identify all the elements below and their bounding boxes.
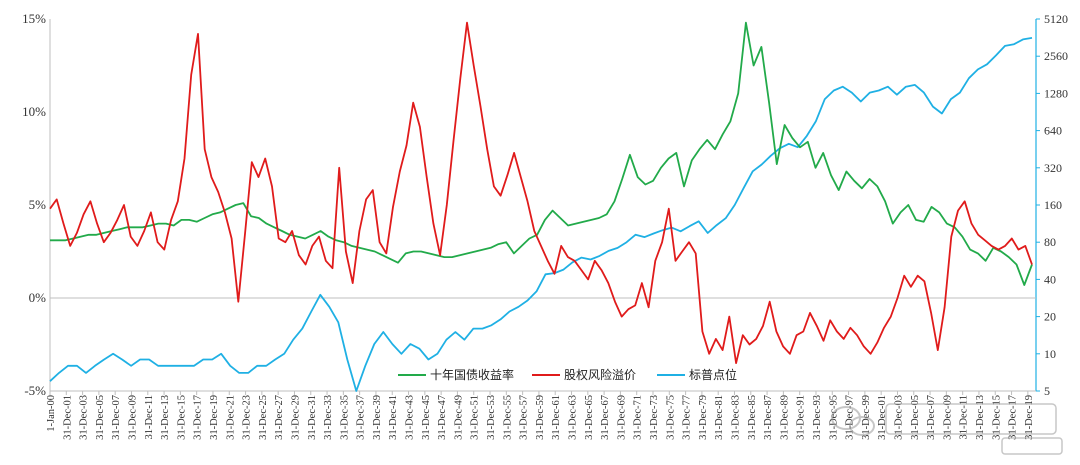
x-tick-label: 31-Dec-67 [600, 395, 611, 440]
x-tick-label: 31-Dec-39 [372, 395, 383, 440]
x-tick-label: 1-Jan-00 [46, 395, 57, 432]
x-tick-label: 31-Dec-05 [95, 395, 106, 440]
right-tick-label: 640 [1044, 124, 1062, 138]
right-tick-label: 160 [1044, 198, 1062, 212]
right-tick-label: 20 [1044, 310, 1056, 324]
right-tick-label: 80 [1044, 235, 1056, 249]
x-tick-label: 31-Dec-15 [991, 395, 1002, 440]
x-tick-label: 31-Dec-91 [796, 395, 807, 440]
x-tick-label: 31-Dec-77 [682, 395, 693, 440]
x-tick-label: 31-Dec-53 [486, 395, 497, 440]
left-tick-label: 10% [22, 104, 46, 119]
x-tick-label: 31-Dec-11 [959, 395, 970, 440]
x-tick-label: 31-Dec-07 [926, 395, 937, 440]
x-tick-label: 31-Dec-17 [193, 395, 204, 440]
legend-label-1: 股权风险溢价 [564, 367, 636, 382]
x-tick-label: 31-Dec-51 [470, 395, 481, 440]
x-tick-label: 31-Dec-73 [649, 395, 660, 440]
legend: 十年国债收益率 股权风险溢价 标普点位 [398, 367, 737, 382]
x-tick-label: 31-Dec-23 [242, 395, 253, 440]
x-tick-label: 31-Dec-09 [942, 395, 953, 440]
x-tick-label: 31-Dec-35 [339, 395, 350, 440]
series-layer [49, 21, 1033, 392]
right-tick-label: 320 [1044, 161, 1062, 175]
x-tick-label: 31-Dec-47 [437, 395, 448, 440]
x-tick-label: 31-Dec-75 [665, 395, 676, 440]
x-tick-label: 31-Dec-41 [388, 395, 399, 440]
x-tick-label: 31-Dec-37 [356, 395, 367, 440]
series-line-0 [50, 21, 1033, 286]
right-tick-label: 5120 [1044, 12, 1068, 26]
x-axis: 1-Jan-00 31-Dec-01 31-Dec-03 31-Dec-05 31-De… [46, 297, 1036, 440]
right-tick-label: 1280 [1044, 86, 1068, 100]
x-tick-label: 31-Dec-63 [568, 395, 579, 440]
x-tick-label: 31-Dec-21 [225, 395, 236, 440]
x-tick-label: 31-Dec-19 [209, 395, 220, 440]
x-tick-label: 31-Dec-09 [127, 395, 138, 440]
x-tick-label: 31-Dec-99 [861, 395, 872, 440]
left-tick-label: 5% [29, 197, 47, 212]
left-y-axis: -5% 0% 5% 10% 15% [22, 11, 51, 398]
x-tick-label: 31-Dec-97 [845, 395, 856, 440]
x-tick-label: 31-Dec-07 [111, 395, 122, 440]
right-tick-label: 2560 [1044, 49, 1068, 63]
x-tick-label: 31-Dec-13 [975, 395, 986, 440]
series-line-1 [49, 21, 1033, 364]
x-tick-label: 31-Dec-01 [62, 395, 73, 440]
x-tick-label: 31-Dec-17 [1008, 395, 1019, 440]
x-tick-label: 31-Dec-81 [714, 395, 725, 440]
x-tick-label: 31-Dec-49 [453, 395, 464, 440]
x-tick-label: 31-Dec-01 [877, 395, 888, 440]
right-tick-label: 40 [1044, 272, 1056, 286]
x-tick-label: 31-Dec-71 [633, 395, 644, 440]
left-tick-label: 0% [29, 290, 47, 305]
x-tick-label: 31-Dec-87 [763, 395, 774, 440]
right-y-axis: 5 10 20 40 80 160 320 640 1280 2560 5120 [1035, 12, 1068, 398]
x-tick-label: 31-Dec-55 [502, 395, 513, 440]
x-tick-label: 31-Dec-89 [779, 395, 790, 440]
series-line-2 [49, 37, 1033, 392]
x-tick-label: 31-Dec-15 [176, 395, 187, 440]
x-tick-label: 31-Dec-85 [747, 395, 758, 440]
x-tick-label: 31-Dec-31 [307, 395, 318, 440]
x-tick-label: 31-Dec-45 [421, 395, 432, 440]
x-tick-label: 31-Dec-83 [730, 395, 741, 440]
right-tick-label: 5 [1044, 384, 1050, 398]
x-tick-label: 31-Dec-59 [535, 395, 546, 440]
x-tick-label: 31-Dec-33 [323, 395, 334, 440]
x-tick-label: 31-Dec-19 [1024, 395, 1035, 440]
x-tick-label: 31-Dec-11 [144, 395, 155, 440]
x-tick-label: 31-Dec-27 [274, 395, 285, 440]
x-tick-label: 31-Dec-29 [290, 395, 301, 440]
x-tick-label: 31-Dec-61 [551, 395, 562, 440]
x-tick-label: 31-Dec-95 [828, 395, 839, 440]
x-tick-label: 31-Dec-93 [812, 395, 823, 440]
x-tick-label: 31-Dec-03 [79, 395, 90, 440]
x-tick-label: 31-Dec-79 [698, 395, 709, 440]
x-tick-label: 31-Dec-03 [893, 395, 904, 440]
x-tick-label: 31-Dec-13 [160, 395, 171, 440]
left-tick-label: -5% [24, 383, 46, 398]
x-tick-label: 31-Dec-43 [405, 395, 416, 440]
x-tick-label: 31-Dec-65 [584, 395, 595, 440]
legend-label-0: 十年国债收益率 [430, 367, 514, 382]
x-tick-label: 31-Dec-05 [910, 395, 921, 440]
right-tick-label: 10 [1044, 347, 1056, 361]
x-tick-label: 31-Dec-69 [616, 395, 627, 440]
x-tick-label: 31-Dec-57 [519, 395, 530, 440]
x-tick-label: 31-Dec-25 [258, 395, 269, 440]
legend-label-2: 标普点位 [689, 367, 737, 382]
left-tick-label: 15% [22, 11, 46, 26]
